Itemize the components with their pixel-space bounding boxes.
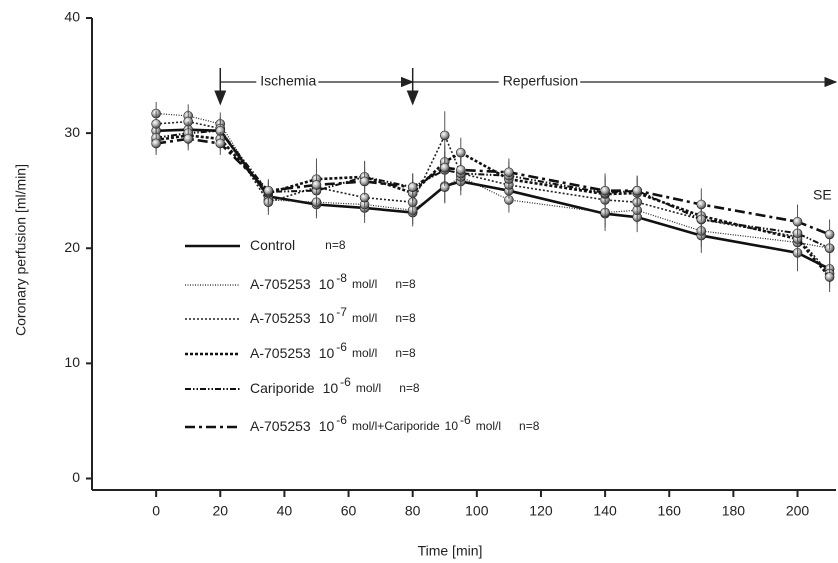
x-axis-label: Time [min] bbox=[418, 543, 483, 559]
data-point bbox=[696, 199, 707, 210]
data-point bbox=[311, 180, 322, 190]
data-point bbox=[263, 185, 274, 196]
legend-sup: -6 bbox=[336, 413, 347, 427]
data-point bbox=[455, 165, 466, 175]
legend-sup: -7 bbox=[336, 305, 347, 319]
legend-text: 10 bbox=[319, 345, 335, 361]
legend-label: A-705253 10 -6 mol/l+Cariporide 10 -6 mol/l n=8 bbox=[250, 413, 540, 434]
y-tick-label: 0 bbox=[72, 469, 80, 485]
y-tick-label: 10 bbox=[64, 354, 80, 370]
legend-n: n=8 bbox=[399, 381, 420, 395]
legend-sup: -6 bbox=[340, 375, 351, 389]
data-point bbox=[407, 182, 418, 193]
data-point bbox=[792, 216, 803, 227]
x-tick-label: 120 bbox=[529, 503, 553, 519]
legend-label: Control n=8 bbox=[250, 237, 346, 253]
legend-n: n=8 bbox=[395, 311, 416, 325]
legend-n: n=8 bbox=[325, 238, 346, 252]
series-line bbox=[155, 129, 831, 250]
y-axis-label: Coronary perfusion [ml/min] bbox=[13, 164, 29, 336]
legend-name: A-705253 bbox=[250, 418, 311, 434]
legend-text: 10 bbox=[319, 418, 335, 434]
data-point bbox=[151, 138, 161, 149]
legend-text: mol/l+Cariporide bbox=[352, 419, 440, 433]
legend-text: mol/l bbox=[356, 381, 381, 395]
x-tick-label: 40 bbox=[277, 503, 293, 519]
series-line bbox=[156, 112, 830, 249]
legend-label: Cariporide 10 -6 mol/l n=8 bbox=[250, 375, 420, 396]
legend-name: Cariporide bbox=[250, 380, 315, 396]
x-tick-label: 180 bbox=[722, 503, 746, 519]
phase-label: Reperfusion bbox=[503, 73, 579, 89]
series-line bbox=[155, 137, 831, 236]
legend-text: mol/l bbox=[476, 419, 501, 433]
legend-name: A-705253 bbox=[250, 310, 311, 326]
legend-text: 10 bbox=[445, 419, 459, 433]
legend-sup: -6 bbox=[460, 413, 471, 427]
legend-name: A-705253 bbox=[250, 276, 311, 292]
y-tick-label: 20 bbox=[64, 239, 80, 255]
y-tick-label: 40 bbox=[64, 9, 80, 25]
data-point bbox=[183, 134, 194, 144]
legend-text: mol/l bbox=[352, 277, 377, 291]
series bbox=[151, 110, 835, 288]
legend-text: mol/l bbox=[352, 311, 377, 325]
data-point bbox=[632, 185, 642, 196]
legend-name: Control bbox=[250, 237, 295, 253]
series bbox=[151, 117, 835, 286]
series bbox=[151, 123, 835, 292]
data-point bbox=[359, 176, 370, 187]
data-point bbox=[215, 138, 226, 149]
data-point bbox=[439, 130, 450, 141]
legend-name: A-705253 bbox=[250, 345, 311, 361]
x-tick-label: 80 bbox=[405, 503, 421, 519]
phase-label: Ischemia bbox=[260, 73, 316, 89]
legend-text: mol/l bbox=[352, 346, 377, 360]
x-tick-label: 140 bbox=[593, 503, 617, 519]
series-line bbox=[155, 134, 831, 278]
legend-text: 10 bbox=[319, 310, 335, 326]
data-point bbox=[439, 162, 450, 173]
y-tick-label: 30 bbox=[64, 124, 80, 140]
x-tick-label: 100 bbox=[465, 503, 489, 519]
legend-text: 10 bbox=[319, 276, 335, 292]
x-tick-label: 20 bbox=[212, 503, 228, 519]
x-tick-label: 0 bbox=[152, 503, 160, 519]
series bbox=[151, 127, 835, 250]
x-tick-label: 160 bbox=[658, 503, 682, 519]
x-tick-label: 200 bbox=[786, 503, 810, 519]
data-point bbox=[504, 167, 514, 178]
legend-text: 10 bbox=[323, 380, 339, 396]
data-point bbox=[455, 147, 466, 158]
legend-n: n=8 bbox=[519, 419, 540, 433]
data-point bbox=[824, 229, 835, 240]
legend-sup: -8 bbox=[336, 271, 347, 285]
legend-label: A-705253 10 -8 mol/l n=8 bbox=[250, 271, 416, 292]
legend-sup: -6 bbox=[336, 340, 347, 354]
data-point bbox=[824, 272, 835, 282]
legend-label: A-705253 10 -7 mol/l n=8 bbox=[250, 305, 416, 326]
data-point bbox=[600, 185, 610, 196]
legend-label: A-705253 10 -6 mol/l n=8 bbox=[250, 340, 416, 361]
annotation: SE bbox=[813, 187, 832, 203]
x-tick-label: 60 bbox=[341, 503, 357, 519]
legend-n: n=8 bbox=[395, 346, 416, 360]
legend-n: n=8 bbox=[395, 277, 416, 291]
